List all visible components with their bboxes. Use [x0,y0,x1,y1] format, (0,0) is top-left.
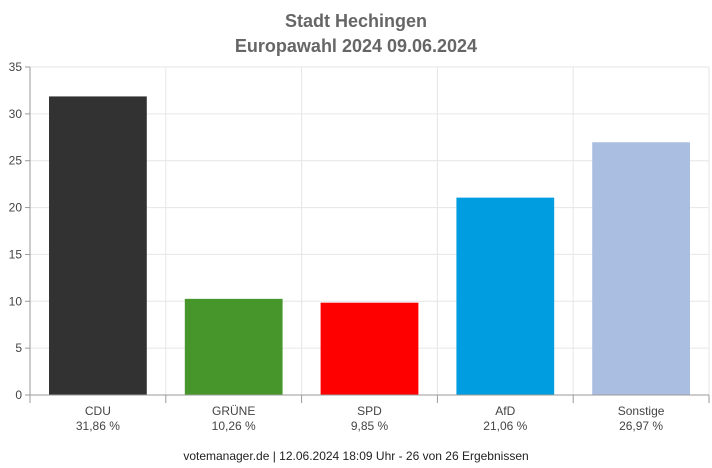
footer-source: votemanager.de | 12.06.2024 18:09 Uhr - … [183,449,528,463]
chart-title: Stadt Hechingen [285,11,427,31]
y-axis: 0 5 10 15 20 25 30 35 [9,60,31,402]
y-tick-label: 15 [9,247,23,261]
chart-subtitle: Europawahl 2024 09.06.2024 [235,36,477,56]
x-value-label: 9,85 % [351,419,389,433]
y-tick-label: 25 [9,154,23,168]
x-category-label: AfD [495,404,515,418]
bar-grüne [184,298,283,395]
x-value-label: 31,86 % [76,419,120,433]
y-tick-label: 5 [15,341,22,355]
bar-sonstige [592,142,690,395]
x-value-label: 21,06 % [483,419,527,433]
x-category-label: SPD [357,404,382,418]
x-category-label: Sonstige [618,404,665,418]
y-tick-label: 0 [15,388,22,402]
y-tick-label: 35 [9,60,23,74]
bar-afd [456,197,555,395]
bar-spd [320,302,419,395]
bar-cdu [49,96,147,396]
bars [49,96,690,396]
x-category-label: GRÜNE [212,404,255,418]
y-tick-label: 30 [9,107,23,121]
y-tick-label: 10 [9,294,23,308]
x-category-label: CDU [85,404,111,418]
x-value-label: 10,26 % [212,419,256,433]
x-value-label: 26,97 % [619,419,663,433]
y-tick-label: 20 [9,201,23,215]
